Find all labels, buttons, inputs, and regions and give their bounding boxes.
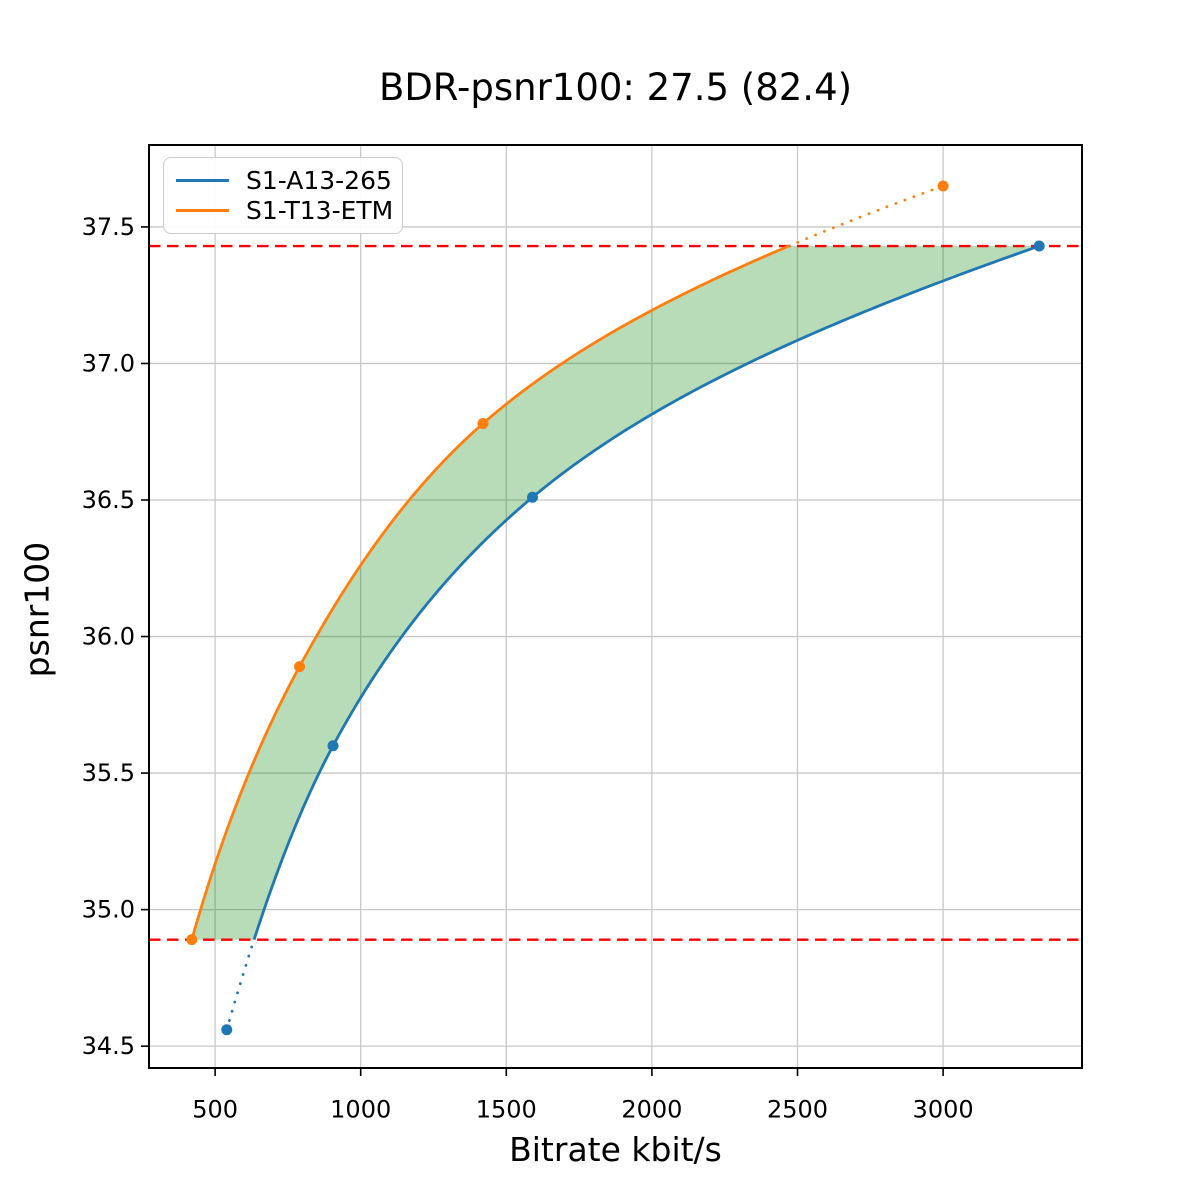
series-0-curve [252,244,1040,941]
y-tick-label: 36.0 [82,623,135,651]
series-0-marker [1033,240,1045,252]
series-1-marker [937,180,949,192]
y-tick-label: 37.0 [82,349,135,377]
series-0-marker [527,491,539,503]
x-tick-label: 3000 [913,1096,974,1124]
chart-title: BDR-psnr100: 27.5 (82.4) [378,66,853,109]
legend-label: S1-A13-265 [246,165,392,195]
y-tick-label: 34.5 [82,1032,135,1060]
legend-item-s1-a13-265: S1-A13-265 [176,165,392,195]
series-0-marker [327,740,339,752]
legend-label: S1-T13-ETM [246,196,394,226]
series-0-dotted [225,938,256,1032]
y-tick-label: 36.5 [82,486,135,514]
series-0-marker [221,1024,233,1036]
series-1-dotted [787,184,945,248]
bd-shaded-region [191,246,1040,940]
series-1-marker [477,418,489,430]
legend-line-sample-blue [176,178,229,182]
legend: S1-A13-265 S1-T13-ETM [163,157,403,234]
series-1-marker [186,934,198,946]
x-tick-label: 500 [192,1096,238,1124]
y-tick-label: 37.5 [82,213,135,241]
x-axis-label: Bitrate kbit/s [509,1130,722,1169]
x-tick-label: 1500 [476,1096,537,1124]
legend-item-s1-t13-etm: S1-T13-ETM [176,196,394,226]
x-tick-label: 1000 [330,1096,391,1124]
x-tick-label: 2000 [621,1096,682,1124]
y-tick-label: 35.5 [82,759,135,787]
legend-line-sample-orange [176,209,229,213]
x-tick-label: 2500 [767,1096,828,1124]
series-1-marker [294,661,306,673]
axes-spines [148,144,1083,1069]
y-axis-label: psnr100 [17,541,57,678]
y-tick-label: 35.0 [82,896,135,924]
series-1-curve [190,244,790,941]
